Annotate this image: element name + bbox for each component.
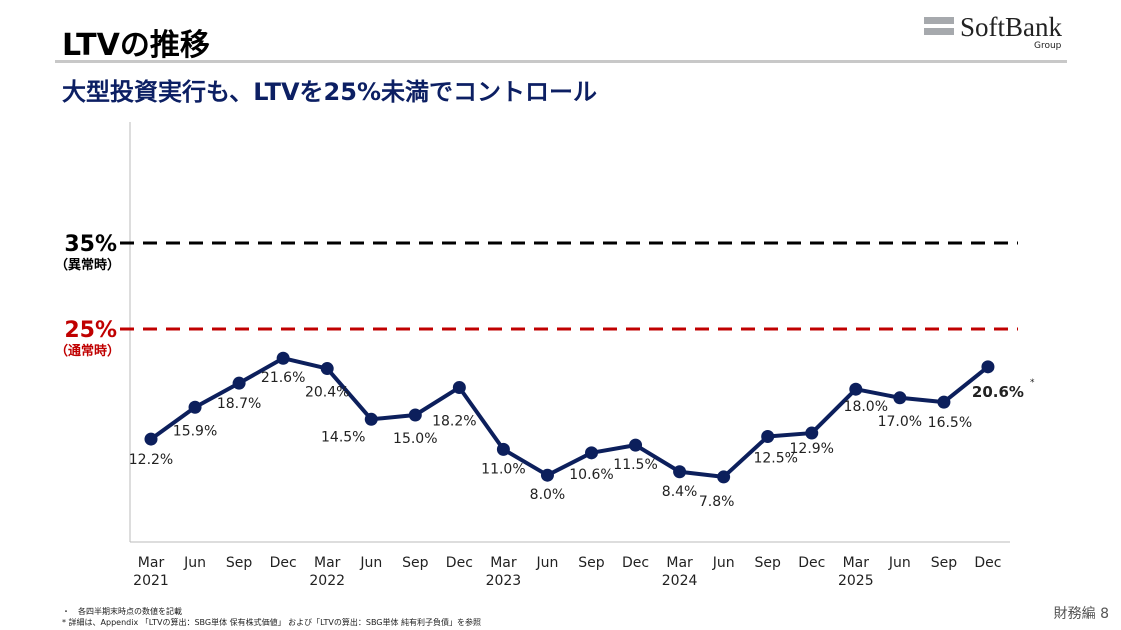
data-label: 8.0% <box>530 487 566 503</box>
data-point <box>364 412 378 426</box>
x-tick-label: 2024 <box>662 573 698 589</box>
x-tick-label: 2022 <box>309 573 345 589</box>
reference-label-35: 35% <box>64 232 117 257</box>
data-point <box>937 395 951 409</box>
data-label: 11.5% <box>613 457 657 473</box>
x-tick-label: Sep <box>931 555 958 571</box>
x-tick-label: Mar <box>490 555 517 571</box>
data-point <box>144 432 158 446</box>
x-tick-label: Jun <box>888 555 911 571</box>
data-point <box>673 465 687 479</box>
page-number: 財務編 8 <box>1053 606 1109 622</box>
data-label: 17.0% <box>878 414 922 430</box>
data-point <box>232 376 246 390</box>
data-label-footnote-marker: * <box>1030 378 1035 388</box>
x-tick-label: Dec <box>798 555 825 571</box>
logo-text: SoftBank <box>960 12 1063 42</box>
data-point <box>981 360 995 374</box>
reference-sublabel-25: （通常時） <box>55 343 120 359</box>
x-tick-label: Jun <box>536 555 559 571</box>
x-tick-label: 2023 <box>486 573 522 589</box>
x-tick-label: 2021 <box>133 573 169 589</box>
x-tick-label: Mar <box>138 555 165 571</box>
x-tick-label: Sep <box>755 555 782 571</box>
data-point <box>320 362 334 376</box>
data-label: 11.0% <box>481 461 525 477</box>
x-tick-label: Sep <box>578 555 605 571</box>
x-tick-label: Mar <box>843 555 870 571</box>
header-divider <box>55 60 1067 63</box>
data-point <box>629 438 643 452</box>
data-label: 18.2% <box>432 413 476 429</box>
data-label: 12.9% <box>790 441 834 457</box>
data-point <box>188 400 202 414</box>
x-tick-label: Jun <box>712 555 735 571</box>
data-point <box>540 468 554 482</box>
data-point <box>717 470 731 484</box>
data-point <box>761 430 775 443</box>
data-label: 12.5% <box>753 451 797 467</box>
data-point <box>276 351 290 365</box>
series-line <box>149 356 990 479</box>
x-tick-label: Dec <box>446 555 473 571</box>
x-tick-label: Dec <box>622 555 649 571</box>
data-point <box>585 446 598 460</box>
logo-subtext: Group <box>1034 41 1062 51</box>
reference-label-25: 25% <box>64 318 117 343</box>
data-point <box>408 408 422 422</box>
footnote-1: ・ 各四半期末時点の数値を記載 <box>62 607 182 616</box>
data-label: 20.4% <box>305 385 349 401</box>
x-tick-label: Sep <box>402 555 429 571</box>
data-label: 15.9% <box>173 423 217 439</box>
data-label: 18.0% <box>844 399 888 415</box>
data-label: 10.6% <box>569 467 613 483</box>
x-tick-label: 2025 <box>838 573 874 589</box>
data-label: 18.7% <box>217 396 261 412</box>
data-point <box>849 382 863 396</box>
x-tick-label: Dec <box>974 555 1001 571</box>
data-label: 16.5% <box>928 415 972 431</box>
data-label: 21.6% <box>261 370 305 386</box>
x-tick-label: Mar <box>666 555 693 571</box>
page-title: LTVの推移 <box>62 28 210 63</box>
data-label: 7.8% <box>699 494 735 510</box>
x-tick-label: Jun <box>359 555 382 571</box>
data-point <box>893 391 907 405</box>
softbank-logo: SoftBank Group <box>922 12 1067 54</box>
data-label: 8.4% <box>662 484 698 500</box>
page-subtitle: 大型投資実行も、LTVを25%未満でコントロール <box>62 78 597 106</box>
x-tick-label: Mar <box>314 555 341 571</box>
data-label: 12.2% <box>129 452 173 468</box>
data-point <box>452 380 466 394</box>
data-label: 20.6% <box>972 383 1024 401</box>
data-label: 15.0% <box>393 431 437 447</box>
footnote-2: * 詳細は、Appendix 「LTVの算出：SBG単体 保有株式価値」 および… <box>62 618 482 627</box>
x-tick-label: Dec <box>270 555 297 571</box>
reference-sublabel-35: （異常時） <box>55 257 120 273</box>
data-label: 14.5% <box>321 429 365 445</box>
x-tick-label: Sep <box>226 555 253 571</box>
data-point <box>496 442 510 456</box>
logo-bars-icon <box>924 17 954 39</box>
data-point <box>805 426 819 440</box>
x-tick-label: Jun <box>183 555 206 571</box>
